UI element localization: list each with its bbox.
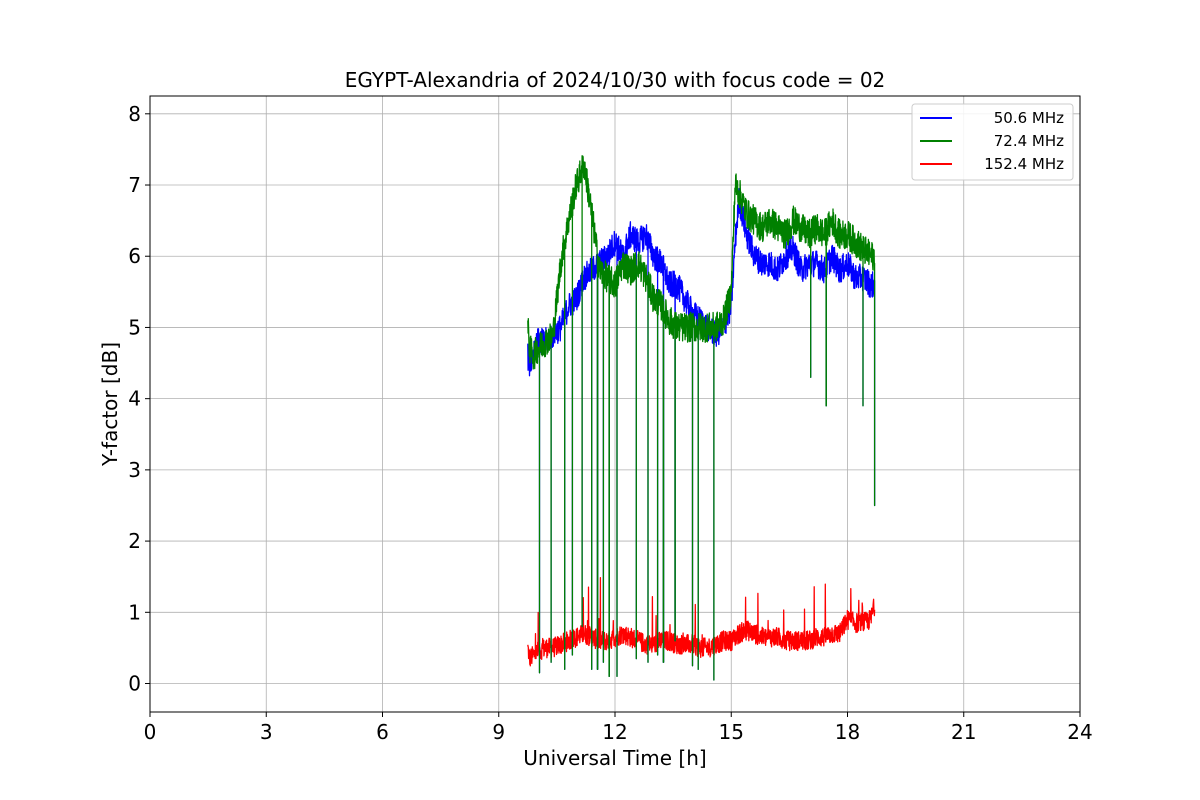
- legend: 50.6 MHz 72.4 MHz 152.4 MHz: [911, 103, 1074, 181]
- y-tick-label: 6: [128, 244, 141, 268]
- x-tick-label: 0: [144, 720, 157, 744]
- x-tick-label: 6: [376, 720, 389, 744]
- x-tick-label: 15: [719, 720, 744, 744]
- y-tick-label: 2: [128, 529, 141, 553]
- x-tick-label: 3: [260, 720, 273, 744]
- x-tick-label: 12: [602, 720, 627, 744]
- legend-label: 152.4 MHz: [984, 155, 1064, 173]
- y-tick-label: 1: [128, 600, 141, 624]
- y-tick-label: 8: [128, 102, 141, 126]
- series-line-50-6-mhz: [527, 187, 876, 681]
- x-tick-label: 9: [492, 720, 505, 744]
- y-tick-label: 0: [128, 672, 141, 696]
- y-tick-label: 3: [128, 458, 141, 482]
- y-tick-label: 4: [128, 387, 141, 411]
- legend-label: 72.4 MHz: [994, 132, 1064, 150]
- x-tick-label: 18: [835, 720, 860, 744]
- x-tick-label: 24: [1067, 720, 1092, 744]
- series-group: [527, 155, 876, 681]
- series-line-72-4-mhz: [527, 155, 876, 681]
- series-line-152-4-mhz: [527, 577, 876, 667]
- chart-title: EGYPT-Alexandria of 2024/10/30 with focu…: [345, 68, 886, 92]
- x-tick-label: 21: [951, 720, 976, 744]
- y-tick-label: 7: [128, 173, 141, 197]
- y-axis-label: Y-factor [dB]: [98, 342, 122, 467]
- y-tick-label: 5: [128, 315, 141, 339]
- legend-label: 50.6 MHz: [994, 109, 1064, 127]
- legend-box: [911, 103, 1074, 181]
- x-axis-label: Universal Time [h]: [523, 746, 706, 770]
